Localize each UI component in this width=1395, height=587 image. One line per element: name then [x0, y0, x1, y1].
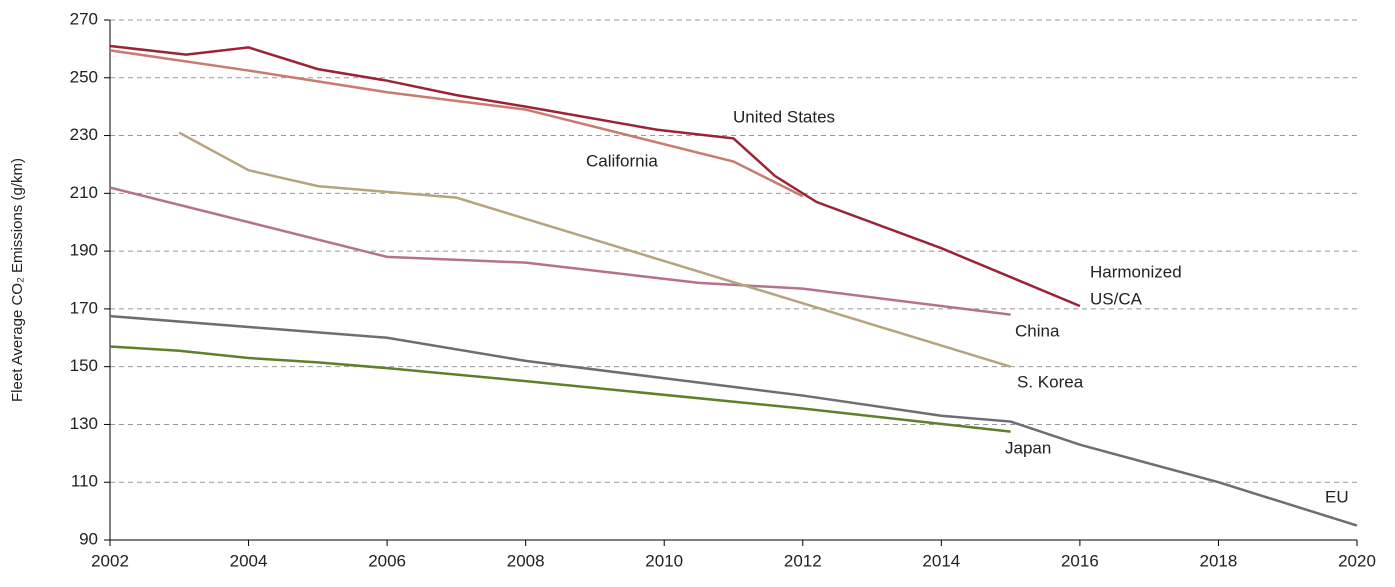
series-label: Japan	[1005, 438, 1051, 457]
series-line	[178, 131, 1011, 368]
x-tick-label: 2002	[91, 551, 129, 570]
x-tick-label: 2006	[368, 551, 406, 570]
y-tick-label: 170	[70, 298, 98, 317]
x-tick-label: 2018	[1200, 551, 1238, 570]
y-tick-label: 250	[70, 67, 98, 86]
annotation: Harmonized	[1090, 262, 1182, 281]
y-tick-label: 150	[70, 356, 98, 375]
y-tick-label: 130	[70, 414, 98, 433]
x-tick-label: 2020	[1338, 551, 1376, 570]
y-tick-label: 210	[70, 183, 98, 202]
x-tick-label: 2004	[230, 551, 268, 570]
series-line	[109, 345, 1011, 433]
series-label: United States	[733, 107, 835, 126]
series-line	[109, 49, 804, 198]
y-tick-label: 90	[79, 529, 98, 548]
x-tick-label: 2010	[645, 551, 683, 570]
x-tick-label: 2016	[1061, 551, 1099, 570]
x-tick-label: 2008	[507, 551, 545, 570]
series-label: China	[1015, 321, 1060, 340]
y-axis-label: Fleet Average CO₂ Emissions (g/km)	[9, 158, 26, 402]
series-line	[109, 314, 1358, 527]
y-tick-label: 110	[71, 472, 98, 491]
y-tick-label: 190	[70, 241, 98, 260]
x-tick-label: 2012	[784, 551, 822, 570]
series-line	[109, 44, 1081, 308]
annotation: US/CA	[1090, 289, 1143, 308]
y-tick-label: 270	[70, 9, 98, 28]
x-tick-label: 2014	[922, 551, 960, 570]
series-label: California	[586, 151, 658, 170]
y-tick-label: 230	[70, 125, 98, 144]
series-line	[109, 186, 1011, 316]
series-label: EU	[1325, 487, 1349, 506]
series-label: S. Korea	[1017, 372, 1084, 391]
